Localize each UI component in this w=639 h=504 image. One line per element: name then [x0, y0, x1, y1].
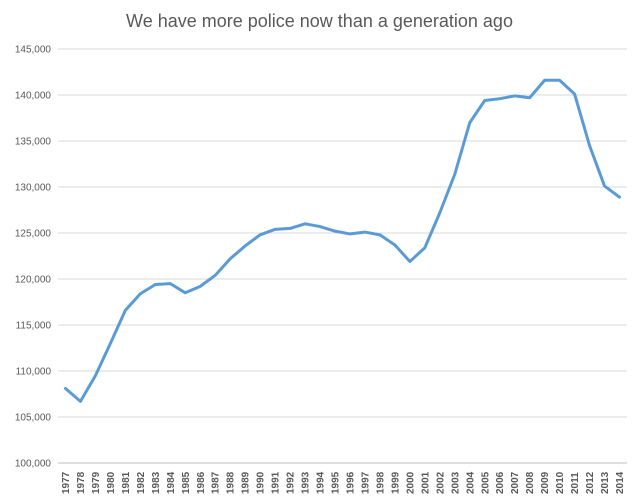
- x-tick-label: 1989: [241, 471, 252, 494]
- x-tick-label: 2013: [600, 471, 611, 494]
- x-tick-label: 1999: [390, 471, 401, 494]
- x-tick-label: 1995: [331, 471, 342, 494]
- x-tick-label: 2010: [555, 471, 566, 494]
- x-tick-label: 1982: [136, 471, 147, 494]
- x-tick-label: 2005: [480, 471, 491, 494]
- x-tick-label: 2000: [405, 471, 416, 494]
- y-tick-label: 145,000: [15, 45, 52, 56]
- x-tick-label: 1980: [106, 471, 117, 494]
- x-tick-label: 1985: [181, 471, 192, 494]
- x-tick-label: 2011: [570, 472, 581, 494]
- x-tick-label: 1988: [226, 471, 237, 494]
- y-tick-label: 125,000: [15, 229, 52, 240]
- x-tick-label: 2008: [525, 471, 536, 494]
- y-tick-label: 140,000: [15, 91, 52, 102]
- x-tick-label: 2007: [510, 471, 521, 494]
- x-tick-label: 1996: [345, 471, 356, 494]
- x-tick-label: 2009: [540, 471, 551, 494]
- x-tick-label: 1981: [121, 471, 132, 494]
- x-tick-label: 1992: [286, 471, 297, 494]
- x-tick-label: 2004: [465, 471, 476, 494]
- x-tick-label: 1997: [360, 471, 371, 494]
- y-tick-label: 105,000: [15, 413, 52, 424]
- x-tick-label: 2002: [435, 471, 446, 494]
- x-tick-label: 1977: [61, 471, 72, 494]
- x-tick-label: 1990: [256, 471, 267, 494]
- y-tick-label: 115,000: [16, 321, 52, 332]
- x-tick-label: 2012: [585, 471, 596, 494]
- x-tick-label: 1998: [375, 471, 386, 494]
- x-tick-label: 1979: [91, 471, 102, 494]
- y-tick-label: 120,000: [15, 275, 52, 286]
- x-tick-label: 1994: [316, 471, 327, 494]
- x-tick-label: 2006: [495, 471, 506, 494]
- series-line: [63, 78, 622, 403]
- x-tick-label: 2014: [615, 471, 626, 494]
- y-tick-label: 130,000: [15, 183, 52, 194]
- chart-title: We have more police now than a generatio…: [126, 11, 513, 31]
- x-tick-label: 2001: [420, 471, 431, 494]
- y-tick-label: 110,000: [16, 367, 52, 378]
- x-tick-label: 2003: [450, 471, 461, 494]
- x-tick-label: 1984: [166, 471, 177, 494]
- x-tick-label: 1986: [196, 471, 207, 494]
- x-tick-label: 1983: [151, 471, 162, 494]
- x-tick-label: 1987: [211, 471, 222, 494]
- y-tick-label: 100,000: [15, 459, 52, 470]
- x-tick-label: 1978: [76, 471, 87, 494]
- y-tick-label: 135,000: [15, 137, 52, 148]
- x-tick-label: 1993: [301, 471, 312, 494]
- x-tick-label: 1991: [271, 471, 282, 494]
